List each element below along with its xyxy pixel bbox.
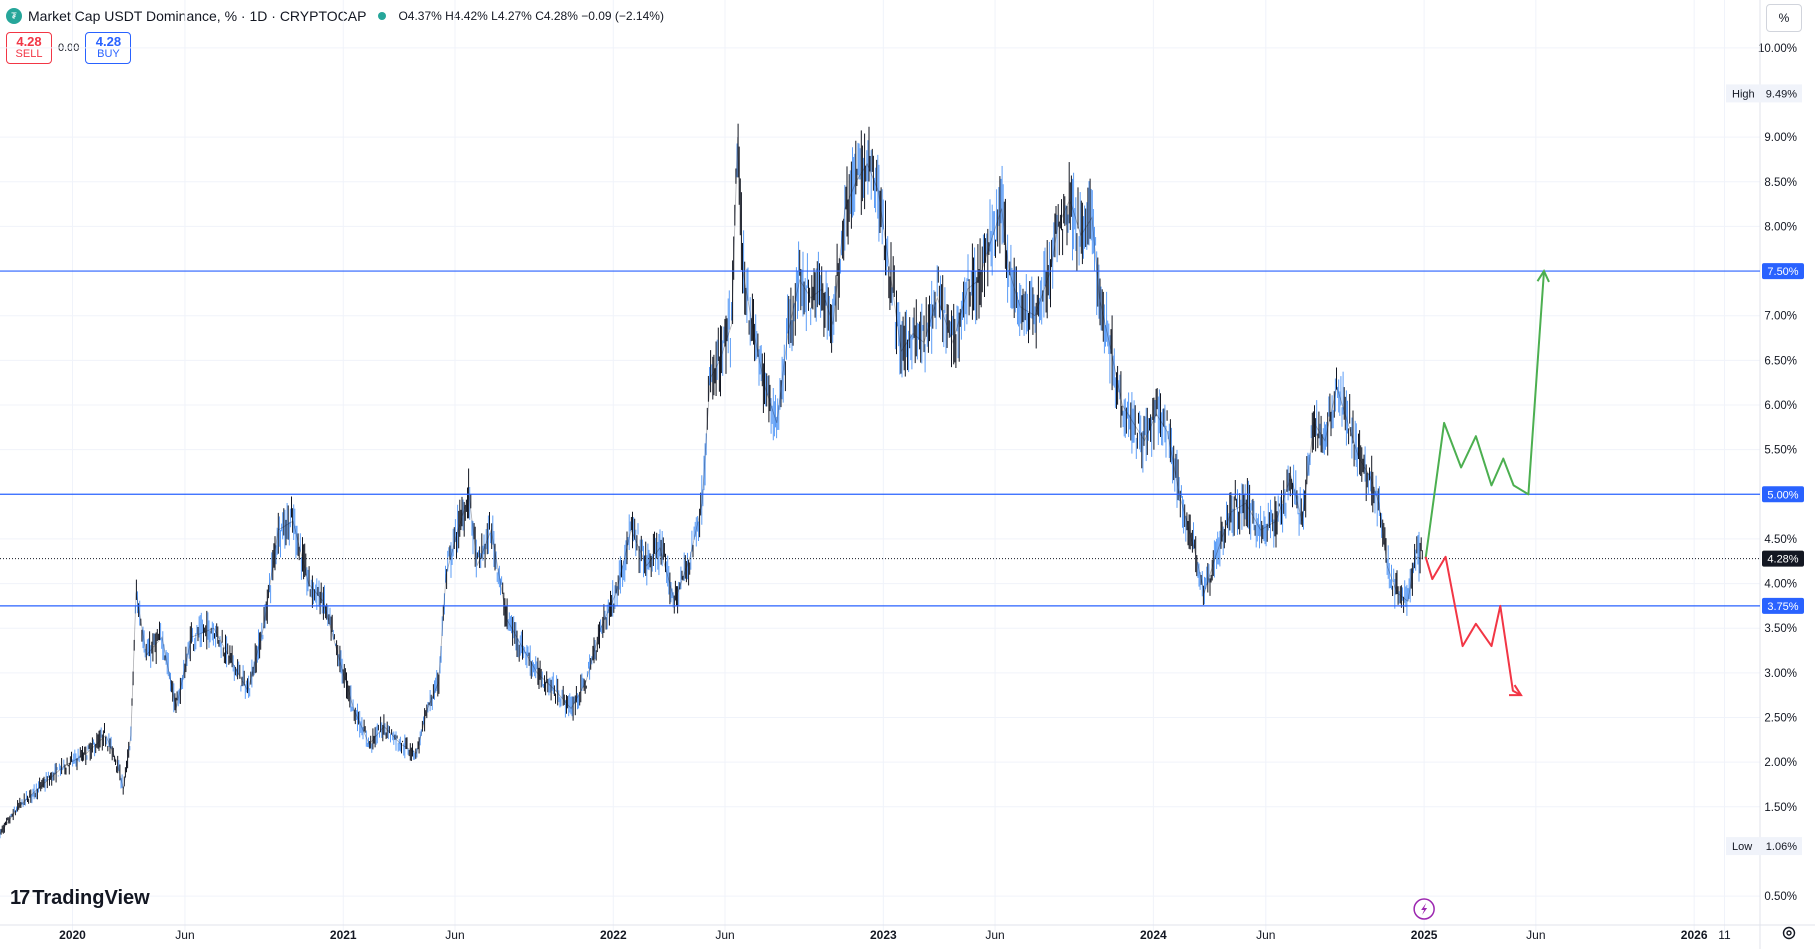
level-price-label: 7.50% (1767, 266, 1798, 278)
x-tick-label: 2021 (330, 928, 357, 942)
x-tick-label: Jun (715, 928, 734, 942)
last-price-tag (1762, 550, 1804, 567)
bearish-path (1424, 555, 1522, 697)
y-tick-label: 9.00% (1764, 132, 1797, 144)
ohlc-readout: O4.37% H4.42% L4.27% C4.28% −0.09 (−2.14… (398, 9, 664, 23)
low-marker-value: 1.06% (1766, 841, 1797, 853)
high-marker-box (1726, 84, 1802, 103)
symbol-logo-icon: ₮ (6, 8, 22, 24)
y-tick-label: 2.00% (1764, 757, 1797, 769)
x-tick-label: Jun (1526, 928, 1545, 942)
x-tick-label: Jun (175, 928, 194, 942)
usdt-d-series (0, 123, 1423, 839)
y-tick-label: 6.50% (1764, 355, 1797, 367)
y-tick-label: 0.50% (1764, 891, 1797, 903)
level-price-tag (1762, 597, 1804, 614)
y-tick-label: 8.00% (1764, 221, 1797, 233)
y-tick-label: 2.50% (1764, 713, 1797, 725)
x-tick-label: 2025 (1411, 928, 1438, 942)
x-tick-label: 2026 (1681, 928, 1708, 942)
y-tick-label: 10.00% (1758, 43, 1797, 55)
lightning-bolt (1421, 903, 1428, 915)
bullish-path-arrowhead (1536, 268, 1550, 283)
x-tick-label: Jun (985, 928, 1004, 942)
bullish-path (1424, 271, 1545, 559)
percent-scale-button[interactable]: % (1766, 4, 1802, 32)
level-price-tag (1762, 263, 1804, 280)
y-tick-label: 8.50% (1764, 177, 1797, 189)
grid (0, 0, 1760, 931)
high-marker-label: High (1732, 88, 1755, 100)
level-price-tag (1762, 486, 1804, 503)
price-series-line (0, 137, 1423, 834)
tradingview-logo-icon: 17 (10, 887, 30, 909)
buy-label: BUY (97, 48, 120, 60)
sell-price: 4.28 (16, 34, 42, 49)
sell-label: SELL (15, 48, 43, 60)
x-tick-label: 2023 (870, 928, 897, 942)
y-tick-label: 1.50% (1764, 802, 1797, 814)
market-status-icon (378, 12, 387, 20)
tradingview-logo[interactable]: 17 TradingView (10, 887, 150, 910)
chart-header: ₮ Market Cap USDT Dominance, % · 1D · CR… (6, 4, 664, 28)
y-tick-label: 3.50% (1764, 623, 1797, 635)
y-tick-label: 3.00% (1764, 668, 1797, 680)
tradingview-wordmark: TradingView (32, 887, 150, 909)
x-tick-label: 2022 (600, 928, 627, 942)
x-tick-label: 11 (1718, 928, 1731, 942)
x-tick-label: Jun (1256, 928, 1275, 942)
y-tick-label: 6.00% (1764, 400, 1797, 412)
y-tick-label: 4.00% (1764, 579, 1797, 591)
y-tick-label: 5.50% (1764, 445, 1797, 457)
x-tick-label: 2020 (59, 928, 86, 942)
high-marker-value: 9.49% (1766, 88, 1797, 100)
buy-price: 4.28 (95, 34, 122, 49)
level-price-label: 5.00% (1767, 489, 1798, 501)
bearish-path-arrowhead (1509, 684, 1523, 697)
x-tick-label: 2024 (1140, 928, 1167, 942)
symbol-title[interactable]: Market Cap USDT Dominance, % · 1D · CRYP… (28, 8, 367, 24)
y-tick-label: 4.50% (1764, 534, 1797, 546)
low-marker-label: Low (1732, 841, 1752, 853)
level-price-label: 3.75% (1767, 601, 1798, 613)
last-price-label: 4.28% (1767, 554, 1798, 566)
gear-icon[interactable] (1780, 924, 1798, 942)
x-tick-label: Jun (445, 928, 464, 942)
low-marker-box (1726, 837, 1802, 856)
y-tick-label: 7.00% (1764, 311, 1797, 323)
